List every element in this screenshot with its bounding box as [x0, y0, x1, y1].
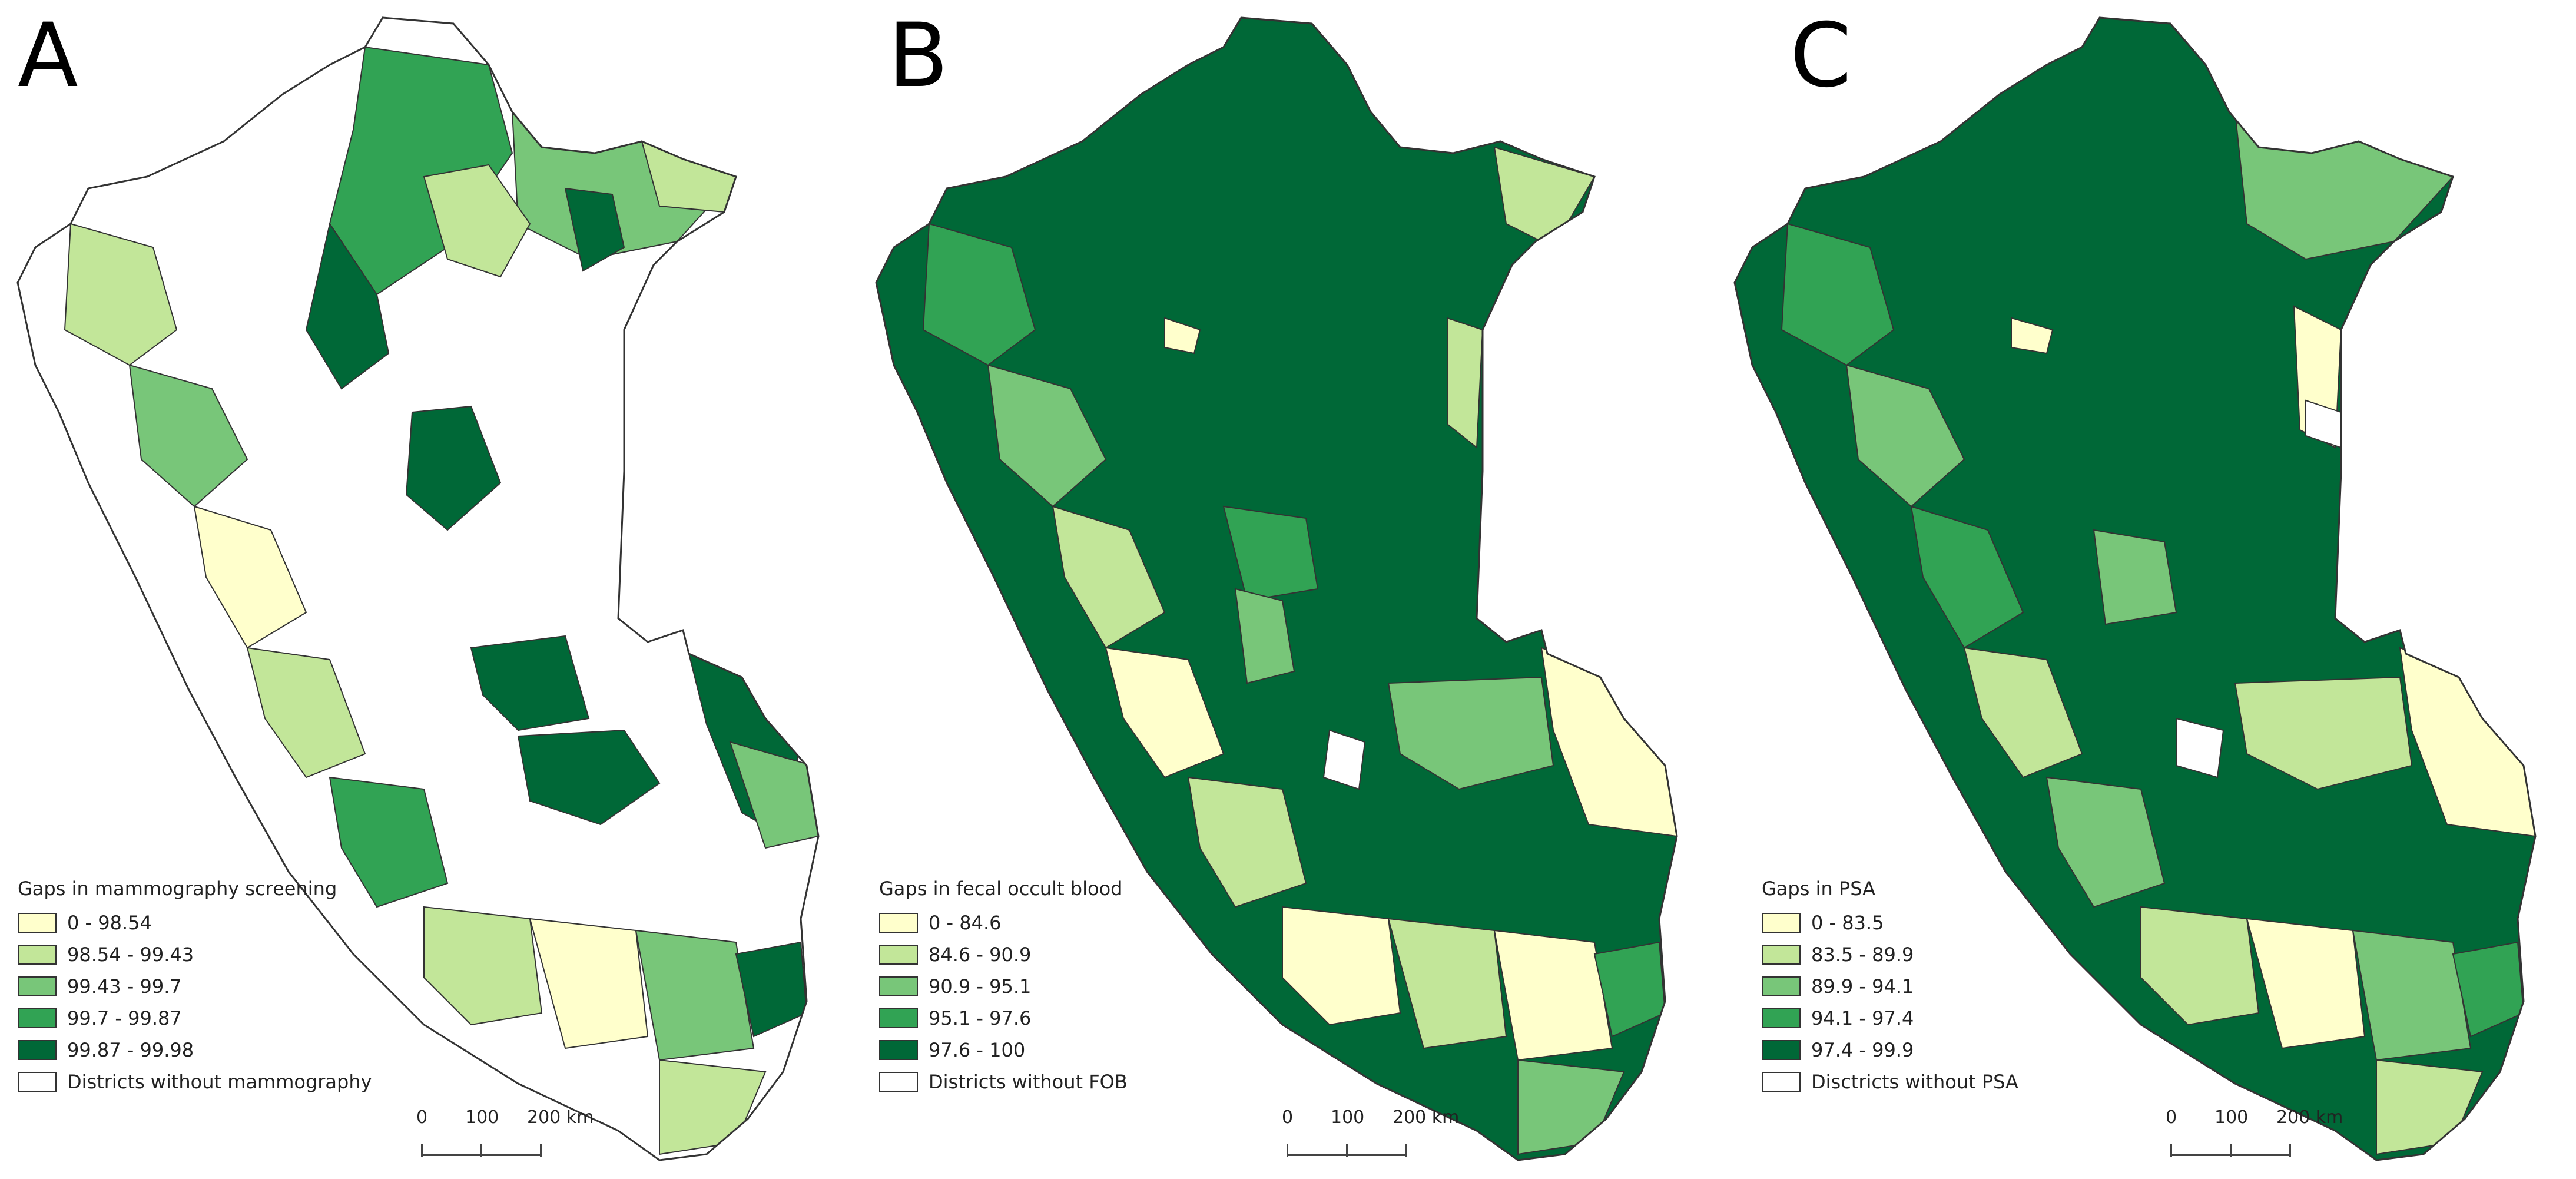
scale-label: 0: [2166, 1107, 2177, 1128]
scale-label: 0: [416, 1107, 428, 1128]
legend-item: 95.1 - 97.6: [879, 1002, 1128, 1034]
legend-title: Gaps in fecal occult blood: [879, 877, 1123, 900]
scale-bar: 0 100 200 km: [416, 1107, 598, 1166]
scale-label: 200 km: [2276, 1107, 2343, 1128]
legend-item: 89.9 - 94.1: [1762, 971, 2018, 1002]
scale-tick: [2170, 1144, 2172, 1157]
legend-label: Districts without FOB: [929, 1071, 1128, 1093]
legend-label: 95.1 - 97.6: [929, 1007, 1032, 1029]
scale-tick: [480, 1144, 482, 1157]
legend-swatch: [1762, 1008, 1801, 1028]
country-outline-c: [1733, 16, 2537, 1161]
map-panel-c: C Gaps in PSA 0 - 83.5 83.5 - 89.9 89.9 …: [1717, 0, 2575, 1179]
legend-label: 99.7 - 99.87: [67, 1007, 182, 1029]
legend-b: Gaps in fecal occult blood 0 - 84.6 84.6…: [879, 877, 1128, 1098]
legend-label: 0 - 98.54: [67, 912, 152, 934]
legend-label: 98.54 - 99.43: [67, 943, 194, 966]
legend-item: 99.43 - 99.7: [18, 971, 372, 1002]
legend-title: Gaps in PSA: [1762, 877, 1875, 900]
legend-label: 99.87 - 99.98: [67, 1039, 194, 1061]
legend-item: 0 - 84.6: [879, 907, 1128, 939]
legend-swatch: [18, 1008, 57, 1028]
scale-label: 200 km: [1393, 1107, 1460, 1128]
legend-swatch: [1762, 913, 1801, 933]
legend-swatch: [18, 976, 57, 996]
panel-letter: C: [1790, 5, 1852, 107]
legend-title: Gaps in mammography screening: [18, 877, 337, 900]
legend-item: 99.7 - 99.87: [18, 1002, 372, 1034]
legend-label: 0 - 84.6: [929, 912, 1002, 934]
legend-swatch: [879, 1008, 918, 1028]
legend-swatch: [18, 1072, 57, 1092]
scale-tick: [1287, 1144, 1288, 1157]
legend-swatch: [1762, 1072, 1801, 1092]
scale-tick: [1405, 1144, 1407, 1157]
legend-item: 83.5 - 89.9: [1762, 939, 2018, 971]
legend-item: 84.6 - 90.9: [879, 939, 1128, 971]
panel-letter: A: [18, 5, 78, 107]
legend-swatch: [1762, 945, 1801, 965]
map-panel-a: A Gaps in mammography screening 0 - 98.5…: [0, 0, 858, 1179]
legend-swatch: [879, 945, 918, 965]
peru-choropleth-map-a: [16, 16, 820, 1161]
peru-choropleth-map-c: [1733, 16, 2537, 1161]
legend-swatch: [18, 1040, 57, 1060]
legend-label: Districts without mammography: [67, 1071, 372, 1093]
legend-label: 97.6 - 100: [929, 1039, 1026, 1061]
scale-tick: [2230, 1144, 2232, 1157]
country-outline-a: [16, 16, 820, 1161]
scale-tick: [421, 1144, 423, 1157]
map-panel-b: B Gaps in fecal occult blood 0 - 84.6 84…: [858, 0, 1717, 1179]
legend-swatch: [879, 1040, 918, 1060]
legend-label: 99.43 - 99.7: [67, 975, 182, 998]
scale-bar: 0 100 200 km: [2166, 1107, 2347, 1166]
scale-label: 100: [2214, 1107, 2249, 1128]
legend-swatch: [1762, 976, 1801, 996]
scale-tick: [2289, 1144, 2291, 1157]
legend-swatch: [18, 913, 57, 933]
panel-letter: B: [888, 5, 949, 107]
scale-tick: [1346, 1144, 1348, 1157]
legend-label: 0 - 83.5: [1811, 912, 1884, 934]
legend-c: Gaps in PSA 0 - 83.5 83.5 - 89.9 89.9 - …: [1762, 877, 2018, 1098]
legend-item: 0 - 98.54: [18, 907, 372, 939]
legend-item: Disctricts without PSA: [1762, 1066, 2018, 1098]
legend-label: Disctricts without PSA: [1811, 1071, 2018, 1093]
scale-label: 0: [1282, 1107, 1294, 1128]
legend-label: 84.6 - 90.9: [929, 943, 1032, 966]
legend-item: Districts without mammography: [18, 1066, 372, 1098]
scale-label: 200 km: [527, 1107, 594, 1128]
legend-label: 83.5 - 89.9: [1811, 943, 1914, 966]
legend-item: 90.9 - 95.1: [879, 971, 1128, 1002]
legend-item: Districts without FOB: [879, 1066, 1128, 1098]
legend-item: 94.1 - 97.4: [1762, 1002, 2018, 1034]
legend-label: 90.9 - 95.1: [929, 975, 1032, 998]
legend-swatch: [879, 976, 918, 996]
scale-bar: 0 100 200 km: [1282, 1107, 1463, 1166]
legend-swatch: [879, 913, 918, 933]
peru-choropleth-map-b: [875, 16, 1678, 1161]
legend-item: 0 - 83.5: [1762, 907, 2018, 939]
legend-a: Gaps in mammography screening 0 - 98.54 …: [18, 877, 372, 1098]
scale-label: 100: [1331, 1107, 1365, 1128]
legend-label: 94.1 - 97.4: [1811, 1007, 1914, 1029]
legend-item: 97.4 - 99.9: [1762, 1034, 2018, 1066]
scale-label: 100: [465, 1107, 499, 1128]
legend-swatch: [1762, 1040, 1801, 1060]
legend-item: 98.54 - 99.43: [18, 939, 372, 971]
legend-swatch: [18, 945, 57, 965]
scale-tick: [540, 1144, 542, 1157]
country-outline-b: [875, 16, 1678, 1161]
legend-label: 89.9 - 94.1: [1811, 975, 1914, 998]
legend-item: 97.6 - 100: [879, 1034, 1128, 1066]
legend-item: 99.87 - 99.98: [18, 1034, 372, 1066]
legend-swatch: [879, 1072, 918, 1092]
legend-label: 97.4 - 99.9: [1811, 1039, 1914, 1061]
